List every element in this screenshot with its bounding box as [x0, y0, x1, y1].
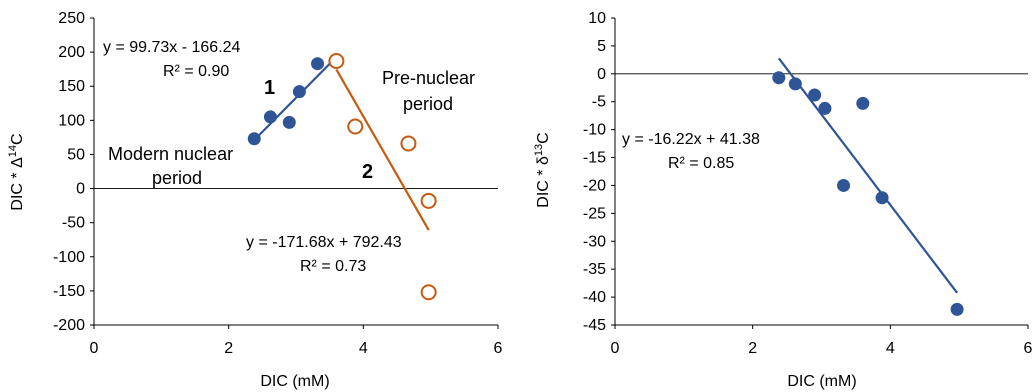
x-tick-label: 6: [1024, 340, 1032, 357]
plot-area-left: 250 200 150 100 50 0 -50 -100 -150 -200 0 2 4 6: [53, 10, 503, 357]
data-point-filled: [856, 96, 870, 110]
y-tick-label: 200: [58, 44, 85, 61]
y-tick-label: -200: [53, 317, 85, 334]
y-tick-label: -15: [583, 150, 606, 167]
y-tick-label: -20: [583, 177, 606, 194]
x-tick-label: 4: [359, 340, 368, 357]
y-tick-label: 250: [58, 10, 85, 27]
segment-label-1: 1: [264, 77, 275, 99]
y-tick-label: -45: [583, 317, 606, 334]
annotation-pre-nuclear-2: period: [403, 94, 453, 114]
y-tick-label: -100: [53, 249, 85, 266]
annotation-modern-nuclear-1: Modern nuclear: [108, 144, 233, 164]
data-point-open: [347, 118, 364, 135]
data-point-filled: [247, 132, 261, 146]
x-tick-label: 6: [494, 340, 503, 357]
y-tick-label: -25: [583, 205, 606, 222]
data-point-filled: [263, 110, 277, 124]
y-tick-label: 10: [588, 10, 606, 27]
xlabel-left: DIC (mM): [260, 373, 329, 390]
y-tick-label: 50: [67, 146, 85, 163]
plot-area-right: 10 5 0 -5 -10 -15 -20 -25 -30 -35 -40 -45 0 2 4 6: [583, 10, 1032, 357]
annotation-modern-nuclear-2: period: [152, 168, 202, 188]
trend-r2-1: R² = 0.90: [163, 63, 229, 80]
ylabel-right: DIC * δ13C: [533, 132, 552, 207]
data-point-open: [420, 284, 437, 301]
y-tick-label: 150: [58, 78, 85, 95]
data-point-open: [400, 135, 417, 152]
data-point-filled: [292, 85, 306, 99]
data-point-filled: [788, 77, 802, 91]
data-point-open: [328, 52, 345, 69]
y-tick-label: -40: [583, 289, 606, 306]
annotation-pre-nuclear-1: Pre-nuclear: [382, 68, 475, 88]
data-point-filled: [808, 88, 822, 102]
trendline-1: [777, 57, 958, 294]
data-point-filled: [282, 115, 296, 129]
xlabel-right: DIC (mM): [787, 373, 856, 390]
data-point-filled: [772, 71, 786, 85]
x-tick-label: 0: [611, 340, 620, 357]
x-tick-label: 4: [886, 340, 895, 357]
y-tick-label: -35: [583, 261, 606, 278]
chart-right-dic-delta13c: 10 5 0 -5 -10 -15 -20 -25 -30 -35 -40 -45 0 2 4 6 DIC *…: [533, 10, 1032, 390]
y-tick-label: 0: [597, 66, 606, 83]
trend-equation-2: y = -171.68x + 792.43: [246, 234, 402, 251]
trend-equation-right: y = -16.22x + 41.38: [622, 131, 760, 148]
x-tick-label: 2: [748, 340, 757, 357]
trendline-2: [335, 69, 430, 231]
x-tick-label: 2: [224, 340, 233, 357]
ylabel-left: DIC * Δ14C: [7, 133, 26, 210]
y-tick-label: -150: [53, 283, 85, 300]
data-point-open: [420, 192, 437, 209]
y-tick-label: 0: [76, 181, 85, 198]
segment-label-2: 2: [362, 161, 373, 183]
data-point-filled: [950, 302, 964, 316]
y-tick-label: -10: [583, 122, 606, 139]
trend-r2-right: R² = 0.85: [668, 155, 734, 172]
y-tick-label: -50: [62, 215, 85, 232]
y-tick-label: -5: [592, 94, 606, 111]
data-point-filled: [875, 191, 889, 205]
data-point-filled: [311, 57, 325, 71]
y-tick-label: -30: [583, 233, 606, 250]
chart-left-dic-delta14c: 250 200 150 100 50 0 -50 -100 -150 -200 0 2 4 6 DIC *…: [7, 10, 503, 390]
trend-equation-1: y = 99.73x - 166.24: [103, 39, 241, 56]
y-tick-label: 5: [597, 38, 606, 55]
data-point-filled: [818, 101, 832, 115]
trendline-1: [253, 56, 338, 141]
x-tick-label: 0: [90, 340, 99, 357]
trend-r2-2: R² = 0.73: [300, 258, 366, 275]
data-point-filled: [837, 178, 851, 192]
y-tick-label: 100: [58, 112, 85, 129]
